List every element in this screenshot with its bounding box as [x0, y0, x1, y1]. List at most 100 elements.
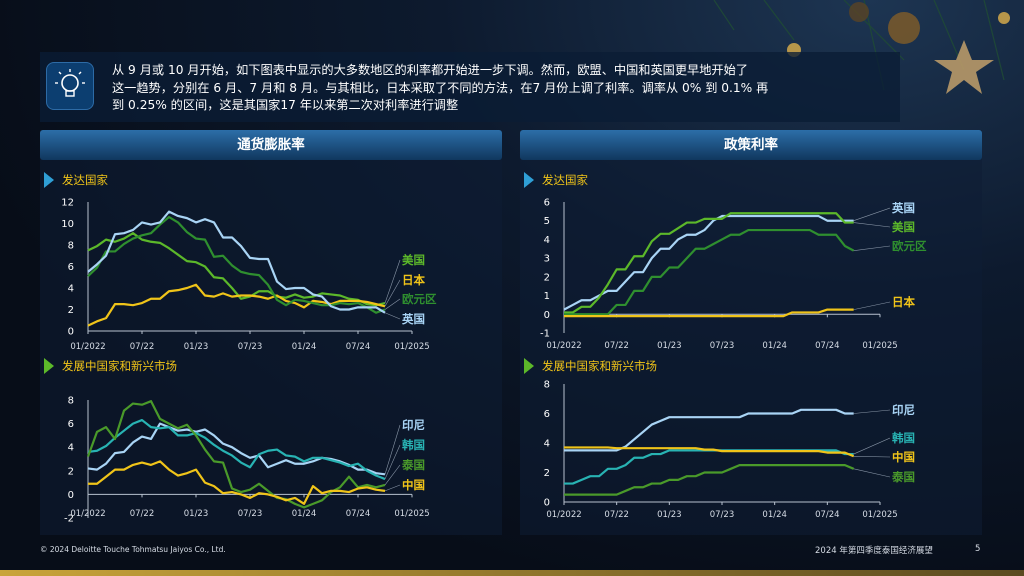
- y-tick-label: -2: [64, 514, 74, 525]
- x-tick-label: 01/24: [292, 342, 317, 352]
- legend-connector: [384, 424, 401, 475]
- y-tick-label: 4: [68, 284, 74, 295]
- bottom-bar: [0, 570, 1024, 576]
- series-line-uk: [563, 214, 854, 311]
- panel-title: 政策利率: [520, 130, 982, 160]
- legend-label-korea: 韩国: [402, 438, 425, 452]
- x-tick-label: 07/22: [130, 509, 155, 519]
- series-line-korea: [87, 418, 386, 481]
- legend-connector: [384, 279, 401, 307]
- series-line-korea: [564, 449, 854, 485]
- y-tick-label: 10: [61, 219, 74, 230]
- series-line-japan: [564, 308, 854, 318]
- x-tick-label: 01/2022: [70, 342, 105, 352]
- y-tick-label: 8: [68, 396, 74, 407]
- intro-line: 这一趋势，分别在 6 月、7 月和 8 月。与其相比，日本采取了不同的方法，在7…: [112, 80, 769, 95]
- intro-line: 从 9 月或 10 月开始，如下图表中显示的大多数地区的利率都开始进一步下调。然…: [112, 63, 748, 77]
- x-tick-label: 01/24: [292, 509, 317, 519]
- x-tick-label: 01/2025: [862, 341, 897, 351]
- legend-connector: [853, 468, 891, 478]
- x-tick-label: 07/22: [604, 341, 629, 351]
- legend-label-uk: 英国: [401, 312, 425, 326]
- legend-label-indonesia: 印尼: [402, 418, 425, 432]
- legend-connector: [384, 464, 401, 486]
- y-tick-label: 6: [544, 409, 550, 420]
- series-line-china: [88, 460, 386, 505]
- legend-connector: [384, 312, 401, 320]
- x-tick-label: 01/2022: [546, 341, 581, 351]
- intro-box: 从 9 月或 10 月开始，如下图表中显示的大多数地区的利率都开始进一步下调。然…: [40, 52, 900, 122]
- ornament-ball-icon: [888, 12, 920, 44]
- y-tick-label: 0: [544, 310, 550, 321]
- y-tick-label: 0: [68, 327, 74, 338]
- legend-label-euro: 欧元区: [402, 292, 437, 306]
- y-tick-label: 6: [544, 198, 550, 209]
- intro-line: 到 0.25% 的区间，这是其国家17 年以来第二次对利率进行调整: [112, 98, 459, 112]
- x-tick-label: 01/23: [184, 509, 209, 519]
- lightbulb-icon: [46, 62, 94, 110]
- y-tick-label: 12: [61, 198, 74, 209]
- legend-connector: [384, 484, 401, 492]
- x-tick-label: 01/23: [657, 510, 682, 520]
- x-tick-label: 01/2025: [394, 509, 429, 519]
- section-title-emerging: 发展中国家和新兴市场: [62, 359, 177, 373]
- legend-label-china: 中国: [892, 450, 915, 464]
- panel-title: 通货膨胀率: [40, 130, 502, 160]
- legend-label-euro: 欧元区: [892, 239, 927, 253]
- series-line-china: [564, 446, 855, 458]
- legend-label-usa: 美国: [402, 253, 425, 267]
- legend-label-uk: 英国: [891, 201, 915, 215]
- legend-connector: [853, 437, 891, 455]
- ornament-ball-icon: [849, 2, 869, 22]
- y-tick-label: 2: [544, 468, 550, 479]
- legend-connector: [853, 409, 891, 414]
- y-tick-label: 2: [68, 466, 74, 477]
- y-tick-label: 4: [544, 235, 550, 246]
- y-tick-label: 3: [544, 254, 550, 265]
- x-tick-label: 07/23: [710, 510, 735, 520]
- series-line-indonesia: [564, 408, 854, 452]
- report-title: 2024 年第四季度泰国经济展望: [815, 546, 933, 556]
- section-title-developed: 发达国家: [62, 173, 108, 187]
- legend-label-japan: 日本: [892, 295, 915, 309]
- y-tick-label: 2: [68, 305, 74, 316]
- series-line-euro: [87, 215, 386, 314]
- y-tick-label: 0: [544, 498, 550, 509]
- legend-label-usa: 美国: [892, 220, 915, 234]
- x-tick-label: 01/24: [762, 341, 787, 351]
- x-tick-label: 07/22: [130, 342, 155, 352]
- x-tick-label: 01/2022: [546, 510, 581, 520]
- star-ornament-icon: [934, 40, 994, 94]
- legend-connector: [853, 207, 891, 221]
- y-tick-label: 2: [544, 272, 550, 283]
- policy-rate-panel: 政策利率 发达国家 -1 0 1 2 3 4 5 6 01/2022 07/22 01/23 07/2…: [520, 130, 982, 535]
- series-line-usa: [564, 212, 854, 314]
- inflation-emerging-chart: -2 0 2 4 6 8 01/2022 07/22 01/23 07/23 01/24 07/24 0…: [64, 396, 430, 525]
- copyright: © 2024 Deloitte Touche Tohmatsu Jaiyos C…: [40, 545, 226, 554]
- legend-connector: [853, 222, 891, 228]
- policy-emerging-chart: 0 2 4 6 8 01/2022 07/22 01/23 07/23 01/24 07/24 01/…: [544, 380, 915, 521]
- series-line-japan: [87, 283, 386, 327]
- series-line-uk: [87, 210, 386, 314]
- series-line-thailand: [86, 400, 386, 509]
- y-tick-label: 6: [68, 419, 74, 430]
- x-tick-label: 01/2025: [394, 342, 429, 352]
- x-tick-label: 01/2025: [862, 510, 897, 520]
- ornament-ball-icon: [998, 12, 1010, 24]
- legend-label-china: 中国: [402, 478, 425, 492]
- policy-developed-chart: -1 0 1 2 3 4 5 6 01/2022 07/22 01/23 07/23 01/24 07/2…: [540, 198, 927, 352]
- section-arrow-icon: [524, 358, 534, 374]
- legend-connector: [853, 245, 891, 251]
- legend-label-japan: 日本: [402, 273, 425, 287]
- legend-connector: [853, 455, 891, 458]
- page-number: 5: [975, 544, 981, 554]
- series-line-euro: [564, 228, 855, 316]
- section-title-developed: 发达国家: [542, 173, 588, 187]
- section-arrow-icon: [44, 358, 54, 374]
- inflation-developed-chart: 0 2 4 6 8 10 12 01/2022 07/22 01/23 07/23 01/24 07/2…: [61, 198, 437, 353]
- y-tick-label: 8: [544, 380, 550, 391]
- legend-label-indonesia: 印尼: [892, 403, 915, 417]
- x-tick-label: 01/24: [762, 510, 787, 520]
- series-line-indonesia: [87, 422, 386, 476]
- x-tick-label: 07/24: [346, 342, 371, 352]
